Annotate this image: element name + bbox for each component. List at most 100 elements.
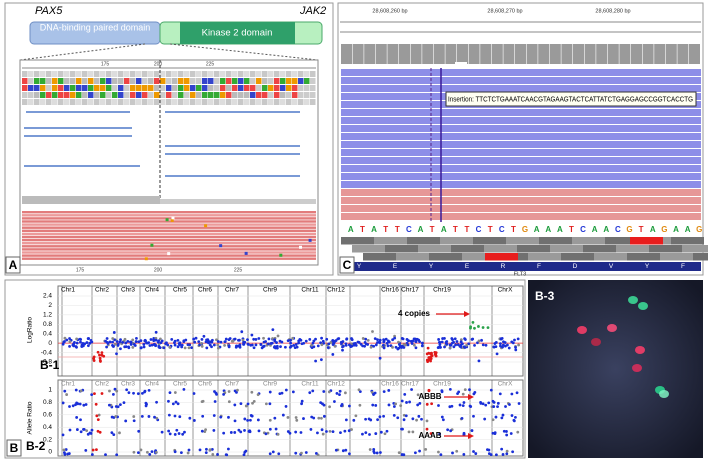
allele-point bbox=[343, 429, 347, 433]
arrow-head bbox=[468, 394, 474, 400]
chromosome-label: Chr17 bbox=[401, 381, 419, 388]
read bbox=[341, 69, 701, 76]
logratio-point bbox=[205, 346, 209, 350]
allele-point bbox=[251, 401, 254, 405]
logratio-point bbox=[154, 344, 157, 348]
sequence-cell bbox=[256, 92, 262, 98]
allele-point bbox=[387, 389, 391, 392]
logratio-point bbox=[418, 340, 421, 344]
chromosome-label: Chr11 bbox=[301, 381, 319, 388]
logratio-point bbox=[455, 340, 459, 343]
logratio-point bbox=[227, 345, 231, 349]
ruler-label: 175 bbox=[76, 267, 85, 273]
logratio-point bbox=[298, 338, 302, 341]
logratio-point bbox=[437, 340, 441, 344]
y-tick-label: 0.6 bbox=[43, 412, 52, 419]
allele-point bbox=[137, 451, 140, 454]
logratio-point bbox=[462, 345, 466, 349]
allele-point bbox=[257, 429, 261, 433]
allele-point bbox=[312, 416, 316, 420]
sequence-cell bbox=[304, 85, 310, 91]
logratio-point bbox=[420, 341, 424, 345]
sequence-cell bbox=[202, 78, 208, 84]
sequence-cell bbox=[154, 99, 160, 105]
allele-point bbox=[62, 448, 66, 452]
logratio-point bbox=[267, 337, 271, 341]
allele-point bbox=[91, 448, 95, 452]
logratio-point bbox=[216, 340, 220, 343]
read bbox=[22, 229, 316, 232]
logratio-point bbox=[473, 343, 476, 347]
logratio-point bbox=[310, 346, 314, 349]
sequence-cell bbox=[172, 92, 178, 98]
nucleotide: A bbox=[673, 225, 679, 234]
coverage-bar bbox=[561, 44, 573, 64]
allele-point bbox=[175, 428, 179, 432]
logratio-point bbox=[157, 345, 161, 349]
sequence-cell bbox=[226, 92, 232, 98]
sequence-cell bbox=[178, 92, 184, 98]
codon bbox=[682, 245, 708, 253]
allele-point bbox=[496, 405, 499, 409]
fish-signal bbox=[577, 326, 587, 334]
allele-point bbox=[173, 433, 177, 436]
allele-point bbox=[95, 414, 99, 418]
allele-point bbox=[425, 419, 429, 423]
allele-point bbox=[148, 452, 152, 456]
read bbox=[341, 181, 701, 188]
logratio-point bbox=[499, 344, 502, 348]
nucleotide: T bbox=[464, 225, 469, 234]
allele-point bbox=[268, 427, 272, 431]
logratio-point bbox=[254, 343, 258, 347]
allele-point bbox=[462, 401, 466, 404]
allele-point bbox=[515, 391, 519, 395]
allele-point bbox=[371, 403, 375, 407]
sequence-cell bbox=[184, 71, 190, 77]
chromosome-label: Chr17 bbox=[401, 287, 419, 294]
allele-point bbox=[100, 392, 104, 395]
codon bbox=[352, 245, 385, 253]
sequence-cell bbox=[262, 85, 268, 91]
sequence-cell bbox=[130, 99, 136, 105]
nucleotide: T bbox=[360, 225, 365, 234]
allele-point bbox=[338, 393, 341, 397]
panel-label: B-3 bbox=[535, 289, 555, 303]
sequence-cell bbox=[70, 85, 76, 91]
sequence-cell bbox=[136, 78, 142, 84]
allele-point bbox=[242, 453, 246, 457]
allele-point bbox=[66, 452, 70, 456]
sequence-cell bbox=[262, 99, 268, 105]
allele-point bbox=[205, 447, 208, 451]
allele-point bbox=[361, 432, 364, 436]
allele-point bbox=[474, 452, 478, 455]
allele-point bbox=[502, 429, 506, 433]
sequence-cell bbox=[142, 99, 148, 105]
logratio-point bbox=[371, 330, 374, 333]
allele-point bbox=[222, 392, 226, 396]
allele-point bbox=[405, 401, 408, 404]
allele-point bbox=[208, 448, 212, 452]
sequence-cell bbox=[130, 92, 136, 98]
logratio-point bbox=[467, 342, 471, 346]
chromosome-label: Chr2 bbox=[95, 287, 109, 294]
sequence-cell bbox=[208, 78, 214, 84]
allele-point bbox=[153, 415, 156, 419]
read bbox=[341, 205, 701, 212]
sequence-cell bbox=[106, 99, 112, 105]
allele-point bbox=[97, 413, 101, 417]
logratio-point bbox=[238, 338, 241, 342]
allele-point bbox=[472, 392, 476, 396]
logratio-point bbox=[350, 344, 354, 348]
chromosome-label: Chr12 bbox=[327, 287, 345, 294]
allele-point bbox=[418, 449, 421, 453]
logratio-point bbox=[325, 337, 329, 341]
sequence-cell bbox=[166, 78, 172, 84]
sequence-cell bbox=[40, 78, 46, 84]
sequence-cell bbox=[100, 71, 106, 77]
nucleotide: T bbox=[488, 225, 493, 234]
logratio-point bbox=[246, 338, 249, 342]
allele-point bbox=[160, 430, 164, 434]
logratio-point bbox=[426, 346, 430, 350]
allele-point bbox=[246, 418, 250, 422]
sequence-cell bbox=[202, 71, 208, 77]
